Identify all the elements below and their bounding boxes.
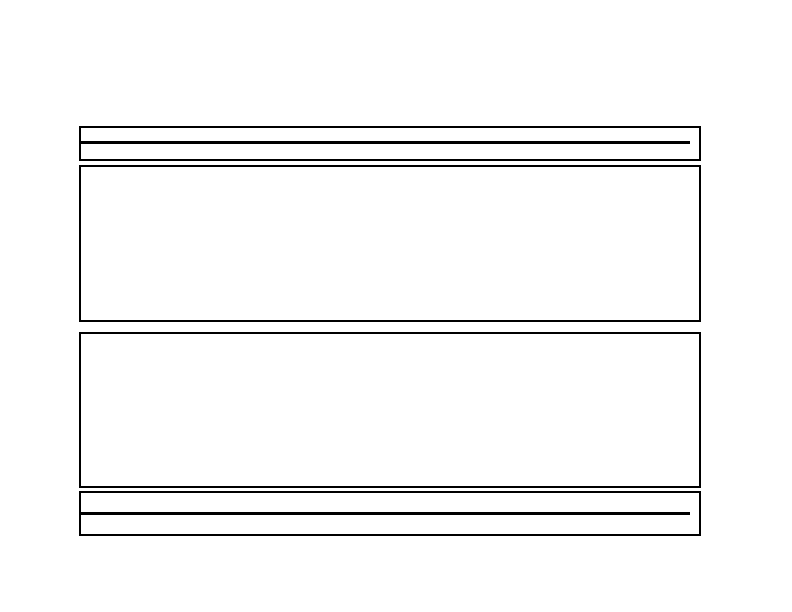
colorbar-2	[718, 362, 730, 467]
ch1-voltage-trace	[81, 141, 690, 144]
panel-frame-ch1-voltage	[79, 126, 701, 161]
panel-frame-ch3-voltage	[79, 491, 701, 536]
ch3-voltage-trace	[81, 512, 690, 515]
ch1-spectrogram-canvas	[81, 167, 692, 320]
panel-frame-ch1-spectrogram	[79, 165, 701, 322]
ch2-spectrogram-canvas	[81, 334, 692, 485]
colorbar-1	[718, 202, 730, 307]
panel-frame-ch2-spectrogram	[79, 332, 701, 488]
